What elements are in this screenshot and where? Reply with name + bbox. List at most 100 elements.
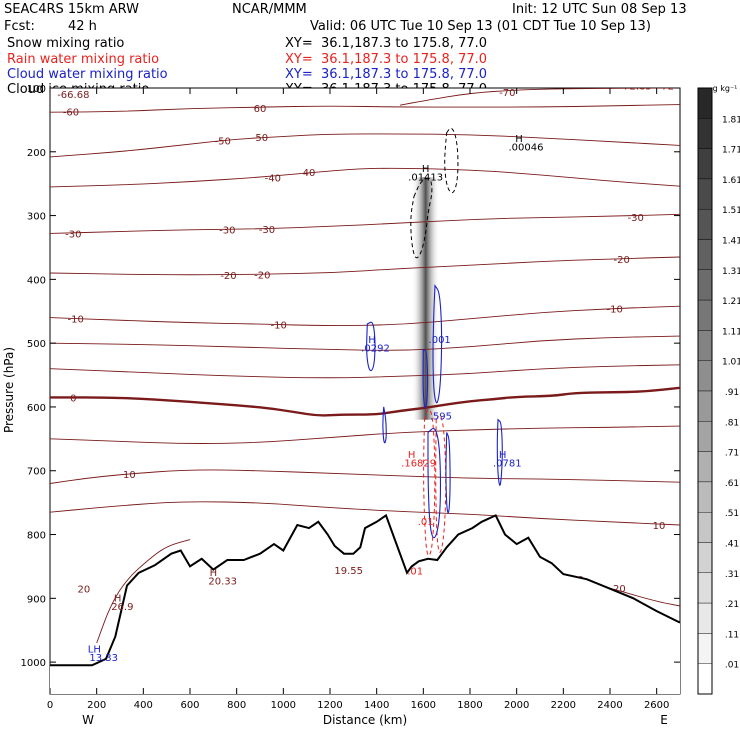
cloud-water-contour <box>496 418 503 486</box>
forecast-hours: 42 h <box>68 19 97 34</box>
y-tick-label: 600 <box>27 403 46 414</box>
colorbar-swatch <box>697 330 713 361</box>
colorbar-label: .11 <box>725 630 739 640</box>
extreme-label: -66.68 <box>57 90 89 101</box>
extreme-label: .0292 <box>361 343 390 354</box>
colorbar-label: 1.41 <box>722 237 740 247</box>
temperature-contour <box>50 256 680 276</box>
y-tick-label: 700 <box>27 467 46 478</box>
temperature-contour <box>50 364 680 379</box>
x-tick-label: 2200 <box>551 700 576 711</box>
field-snow-name: Snow mixing ratio <box>7 36 125 51</box>
colorbar-swatch <box>697 481 713 513</box>
contour-label: -10 <box>606 305 622 316</box>
colorbar-swatch <box>697 118 713 149</box>
x-tick-label: 1000 <box>271 700 296 711</box>
contour-label: 20 <box>77 585 90 596</box>
field-cloud-water-name: Cloud water mixing ratio <box>7 67 168 82</box>
snow-contour <box>410 178 433 259</box>
colorbar-swatch <box>697 87 713 119</box>
extreme-label: .01413 <box>408 172 443 183</box>
colorbar-label: 1.31 <box>722 267 740 277</box>
cloud-water-contour <box>445 432 451 514</box>
contour-label: 60 <box>254 104 267 115</box>
colorbar-label: 1.61 <box>722 176 740 186</box>
init-time: Init: 12 UTC Sun 08 Sep 13 <box>512 2 687 17</box>
extreme-label: H <box>114 594 122 605</box>
extreme-label: .595 <box>430 412 452 423</box>
y-tick-label: 100 <box>27 84 46 95</box>
contour-label: -30 <box>65 229 81 240</box>
temperature-contour <box>50 305 680 326</box>
contour-label: 40 <box>303 168 316 179</box>
contour-label: -30 <box>259 225 275 236</box>
extreme-label: 20.33 <box>208 576 237 587</box>
temperature-contour <box>50 469 680 484</box>
y-tick-label: 1000 <box>21 658 46 669</box>
cloud-water-contour <box>366 321 376 372</box>
colorbar-label: 1.01 <box>722 358 740 368</box>
colorbar-swatch <box>697 542 713 573</box>
colorbar-swatch <box>697 239 713 270</box>
temperature-contour <box>399 88 680 106</box>
extreme-label: .16829 <box>401 458 436 469</box>
extreme-label: .00046 <box>509 143 544 154</box>
y-tick-label: 400 <box>27 275 46 286</box>
snow-contour <box>444 127 459 194</box>
colorbar-swatch <box>697 451 713 483</box>
contour-label: -20 <box>220 271 236 282</box>
extreme-label: H <box>422 164 430 175</box>
colorbar-swatch <box>697 390 713 422</box>
extreme-label: .001 <box>429 335 451 346</box>
colorbar-swatch <box>697 602 713 634</box>
colorbar-frame <box>697 87 713 695</box>
extreme-label: H <box>210 568 218 579</box>
colorbar-label: .51 <box>725 509 739 519</box>
colorbar-label: .61 <box>725 479 739 489</box>
forecast-label: Fcst: <box>4 19 35 34</box>
contour-label: -30 <box>627 213 643 224</box>
east-label: E <box>660 713 668 727</box>
y-axis-title: Pressure (hPa) <box>2 347 16 433</box>
colorbar-label: 1.81 <box>722 115 740 125</box>
contour-label: -10 <box>67 314 83 325</box>
colorbar-swatch <box>697 633 713 664</box>
temperature-contour <box>50 104 680 113</box>
colorbar-swatch <box>697 663 713 695</box>
snow-column-shading <box>411 177 440 420</box>
x-tick-label: 1600 <box>411 700 436 711</box>
x-tick-label: 2600 <box>644 700 669 711</box>
colorbar-swatch <box>697 572 713 604</box>
colorbar-label: .31 <box>725 570 739 580</box>
extreme-label: 26.9 <box>111 602 133 613</box>
cloud-water-contour <box>422 348 429 409</box>
west-label: W <box>82 713 94 727</box>
temperature-contour <box>50 133 680 158</box>
y-tick-label: 900 <box>27 594 46 605</box>
colorbar-unit: g kg⁻¹ <box>713 84 738 93</box>
colorbar-label: 1.11 <box>722 327 740 337</box>
contour-label: 10 <box>653 521 666 532</box>
colorbar-label: .01 <box>725 661 739 671</box>
contour-label: -20 <box>254 270 270 281</box>
temperature-contour <box>50 335 680 351</box>
contour-label: -30 <box>219 226 235 237</box>
x-tick-label: 1200 <box>317 700 342 711</box>
colorbar-swatch <box>697 178 713 210</box>
y-tick-label: 200 <box>27 148 46 159</box>
extreme-label: .01 <box>418 517 434 528</box>
contour-label: -50 <box>252 133 268 144</box>
colorbar-swatch <box>697 148 713 180</box>
colorbar-label: .41 <box>725 540 739 550</box>
extreme-label: 13.33 <box>89 653 118 664</box>
contour-label: -60 <box>63 108 79 119</box>
contour-label: 10 <box>123 470 136 481</box>
cloud-water-contour <box>432 284 443 404</box>
extreme-label: H <box>499 450 507 461</box>
rain-contour <box>435 415 447 553</box>
extreme-label: H <box>515 134 523 145</box>
valid-time: Valid: 06 UTC Tue 10 Sep 13 (01 CDT Tue … <box>310 19 651 34</box>
contour-label: -70 <box>499 88 515 99</box>
x-tick-label: 1800 <box>457 700 482 711</box>
